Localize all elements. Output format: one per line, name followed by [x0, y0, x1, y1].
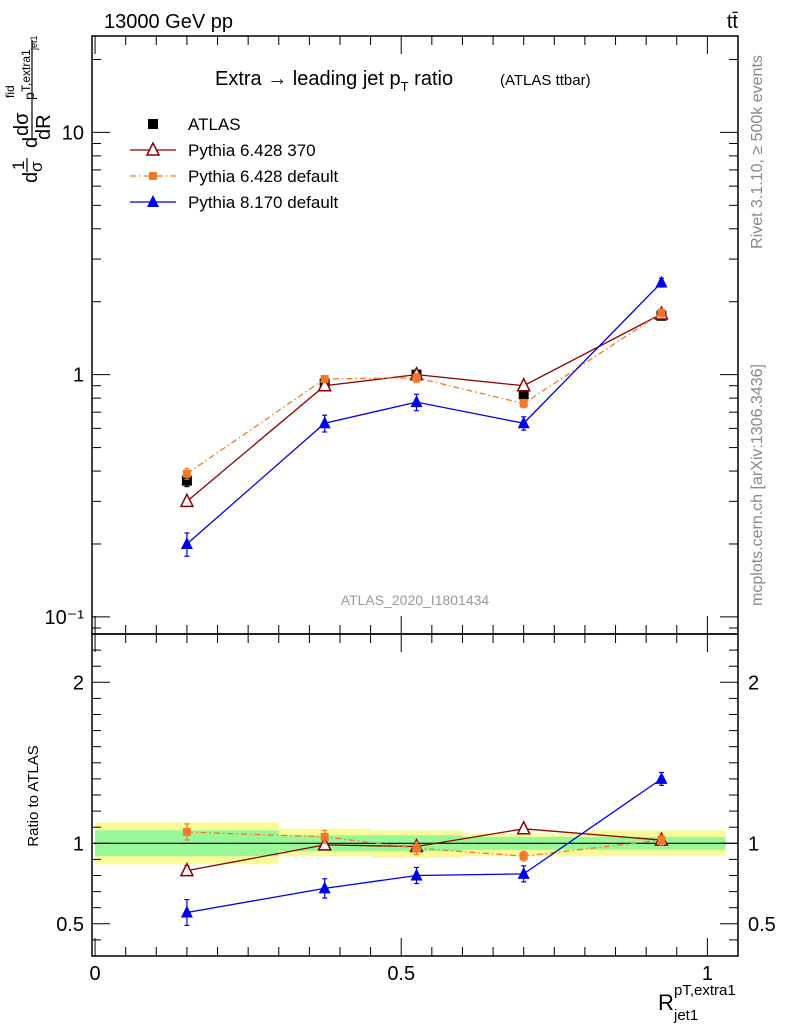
plot-title-main: Extra → leading jet p — [215, 68, 401, 90]
rivet-version-label: Rivet 3.1.10, ≥ 500k events — [749, 55, 766, 249]
x-tick-labels: 0 0.5 1 — [89, 963, 712, 985]
ratio-y-tick-labels: 0.5 0.5 1 1 2 2 — [56, 672, 776, 936]
data-point — [657, 308, 666, 317]
data-point — [517, 866, 530, 879]
data-point — [657, 836, 666, 845]
ratio-series-group — [179, 771, 669, 927]
data-point — [519, 852, 528, 861]
y-label-d2: d — [20, 137, 42, 148]
x-label-base: R — [658, 990, 674, 1015]
legend-marker-1 — [145, 141, 161, 156]
header-energy-label: 13000 GeV pp — [104, 11, 233, 33]
main-ytick-label: 10 — [62, 122, 84, 144]
header-process-label: tt̄ — [727, 11, 739, 33]
ratio-ytick-label-right: 1 — [748, 833, 759, 855]
x-label-sub: jet1 — [673, 1007, 698, 1024]
data-point — [517, 416, 530, 429]
data-point — [320, 374, 329, 383]
x-label-sup: pT,extra1 — [674, 982, 736, 999]
x-axis-label: R pT,extra1 jet1 — [658, 982, 736, 1024]
ratio-panel-frame — [91, 633, 739, 957]
data-point — [412, 844, 421, 853]
data-point — [516, 377, 531, 392]
data-point — [179, 861, 195, 877]
y-label-num: dσ — [11, 112, 33, 136]
ratio-y-axis-label: Ratio to ATLAS — [25, 745, 42, 846]
series-line-3 — [186, 282, 662, 545]
main-ytick-label: 1 — [73, 365, 84, 387]
data-point — [179, 492, 195, 508]
plot-title-tag: (ATLAS ttbar) — [500, 72, 591, 89]
data-point — [320, 832, 329, 841]
ratio-ytick-label-right: 2 — [748, 672, 759, 694]
xtick-label: 1 — [702, 963, 713, 985]
axis-ticks — [92, 36, 738, 957]
data-point — [180, 536, 193, 549]
legend-label-1: Pythia 6.428 370 — [188, 141, 316, 160]
data-point — [410, 395, 423, 408]
legend-marker-2 — [149, 172, 157, 180]
series-line-1 — [186, 313, 662, 502]
legend-marker-3 — [147, 195, 159, 207]
main-ytick-label: 10⁻¹ — [45, 607, 85, 629]
xtick-label: 0 — [89, 963, 100, 985]
data-point — [518, 389, 529, 400]
data-point — [182, 828, 191, 837]
data-point — [317, 836, 332, 851]
ratio-ytick-label: 0.5 — [56, 914, 84, 936]
ratio-ytick-label-right: 0.5 — [748, 914, 776, 936]
legend-label-3: Pythia 8.170 default — [188, 193, 339, 212]
main-y-axis-label: d 1 σ d dσ fid p T,extra1 jet1 dR — [3, 35, 55, 183]
y-label-jet1: jet1 — [29, 35, 39, 51]
y-label-one: 1 — [9, 161, 28, 170]
y-label-d1: d — [20, 172, 42, 183]
main-y-tick-labels: 10⁻¹ 1 10 — [45, 122, 85, 629]
ratio-ytick-label: 2 — [73, 672, 84, 694]
xtick-label: 0.5 — [387, 963, 415, 985]
data-point — [655, 771, 668, 784]
plot-title-subscript: T — [401, 79, 409, 94]
data-point — [182, 469, 191, 478]
mcplots-label: mcplots.cern.ch [arXiv:1306.3436] — [749, 364, 766, 606]
y-label-p: p — [21, 92, 37, 100]
data-point — [519, 399, 528, 408]
data-point — [180, 905, 193, 918]
ratio-ytick-label: 1 — [73, 833, 84, 855]
data-point — [410, 868, 423, 881]
plot-title: Extra → leading jet pT ratio — [215, 68, 453, 94]
plot-title-main2: ratio — [409, 68, 453, 90]
data-point — [516, 820, 531, 835]
y-label-textra: T,extra1 — [19, 49, 33, 92]
data-point — [318, 881, 331, 894]
data-point — [181, 475, 192, 486]
analysis-watermark: ATLAS_2020_I1801434 — [341, 592, 490, 608]
series-line-2 — [186, 312, 662, 475]
legend-label-0: ATLAS — [188, 115, 241, 134]
data-point — [655, 275, 668, 288]
data-point — [412, 373, 421, 382]
legend-label-2: Pythia 6.428 default — [188, 167, 339, 186]
data-point — [317, 377, 332, 392]
legend: ATLAS Pythia 6.428 370 Pythia 6.428 defaul… — [130, 115, 339, 212]
y-label-sigma: σ — [27, 161, 46, 172]
data-point — [318, 416, 331, 429]
main-series-group — [179, 275, 669, 557]
y-label-fid: fid — [3, 85, 17, 98]
legend-marker-0 — [148, 119, 158, 129]
y-label-den: dR — [33, 114, 55, 140]
